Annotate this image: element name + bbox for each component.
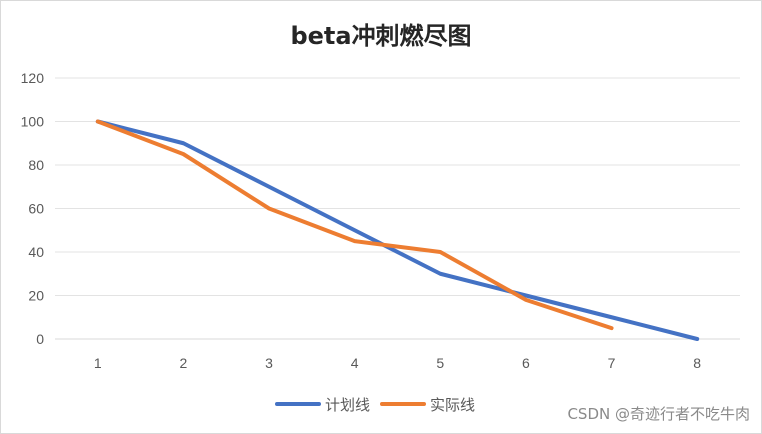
data-point-plan-8	[695, 337, 699, 341]
x-tick-label-8: 8	[693, 355, 701, 371]
y-axis-ticks: 0 20 40 60 80 100 120	[21, 70, 45, 347]
series-line-plan	[95, 119, 700, 341]
watermark: CSDN @奇迹行者不吃牛肉	[567, 405, 750, 423]
data-point-plan-2	[181, 141, 185, 145]
data-point-actual-2	[181, 152, 185, 156]
y-tick-label-60: 60	[28, 201, 44, 217]
data-point-plan-6	[524, 294, 528, 297]
x-axis-ticks: 1 2 3 4 5 6 7 8	[94, 355, 701, 371]
legend-label-plan: 计划线	[325, 396, 370, 414]
x-tick-label-7: 7	[608, 355, 616, 371]
x-tick-label-5: 5	[436, 355, 444, 371]
y-tick-label-40: 40	[28, 244, 44, 260]
x-tick-label-1: 1	[94, 355, 102, 371]
x-tick-label-3: 3	[265, 355, 273, 371]
data-point-plan-5	[438, 272, 442, 276]
legend-label-actual: 实际线	[430, 396, 475, 414]
data-point-plan-3	[267, 185, 271, 189]
y-tick-label-120: 120	[21, 70, 45, 86]
x-tick-label-2: 2	[180, 355, 188, 371]
data-point-actual-6	[524, 298, 528, 302]
y-tick-label-0: 0	[36, 331, 44, 347]
data-point-plan-7	[610, 315, 614, 319]
chart-title: beta冲刺燃尽图	[290, 22, 472, 50]
x-tick-label-4: 4	[351, 355, 359, 371]
y-tick-label-80: 80	[28, 157, 44, 173]
data-point-actual-4	[353, 239, 357, 243]
data-point-actual-5	[438, 250, 442, 254]
data-point-actual-1	[96, 120, 100, 123]
data-point-actual-7	[610, 326, 614, 330]
y-tick-label-20: 20	[28, 288, 44, 304]
y-tick-label-100: 100	[21, 114, 45, 130]
legend: 计划线 实际线	[275, 396, 475, 414]
series-lines	[95, 119, 700, 341]
x-tick-label-6: 6	[522, 355, 530, 371]
data-point-plan-4	[353, 228, 357, 232]
gridlines	[55, 77, 740, 340]
data-point-actual-3	[267, 207, 271, 210]
